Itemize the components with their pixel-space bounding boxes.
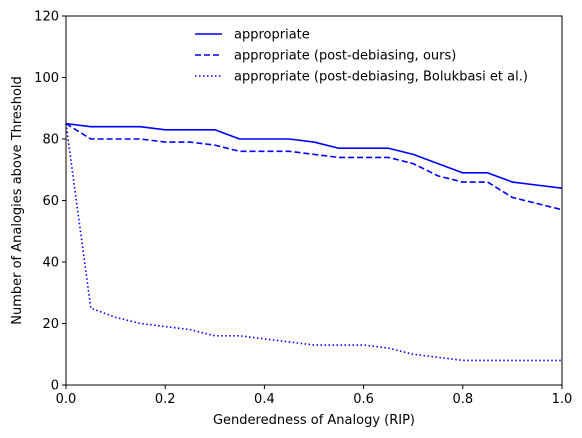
series-line-1 [65, 122, 563, 189]
y-tick-label: 120 [34, 10, 59, 25]
series-layer [65, 122, 563, 362]
y-tick-label: 60 [42, 194, 59, 209]
legend-label-2: appropriate (post-debiasing, ours) [234, 49, 456, 64]
y-axis-label: Number of Analogies above Threshold [10, 76, 25, 325]
x-tick-label: 1.0 [552, 392, 573, 407]
legend-label-3: appropriate (post-debiasing, Bolukbasi e… [234, 70, 528, 85]
x-tick-label: 0.0 [56, 392, 77, 407]
legend: appropriate appropriate (post-debiasing, … [195, 28, 528, 85]
y-tick-label: 20 [42, 317, 59, 332]
x-tick-label: 0.8 [452, 392, 473, 407]
y-axis-ticks: 0 20 40 60 80 100 120 [34, 10, 66, 394]
y-tick-label: 40 [42, 256, 59, 271]
y-tick-label: 100 [34, 71, 59, 86]
series-line-3 [65, 123, 562, 362]
x-tick-label: 0.4 [254, 392, 275, 407]
y-tick-label: 80 [42, 133, 59, 148]
x-axis-label: Genderedness of Analogy (RIP) [213, 413, 415, 428]
y-tick-label: 0 [51, 379, 59, 394]
x-tick-label: 0.2 [155, 392, 176, 407]
legend-label-1: appropriate [234, 28, 310, 43]
x-tick-label: 0.6 [353, 392, 374, 407]
x-axis-ticks: 0.0 0.2 0.4 0.6 0.8 1.0 [56, 385, 573, 407]
series-line-2 [65, 122, 563, 211]
